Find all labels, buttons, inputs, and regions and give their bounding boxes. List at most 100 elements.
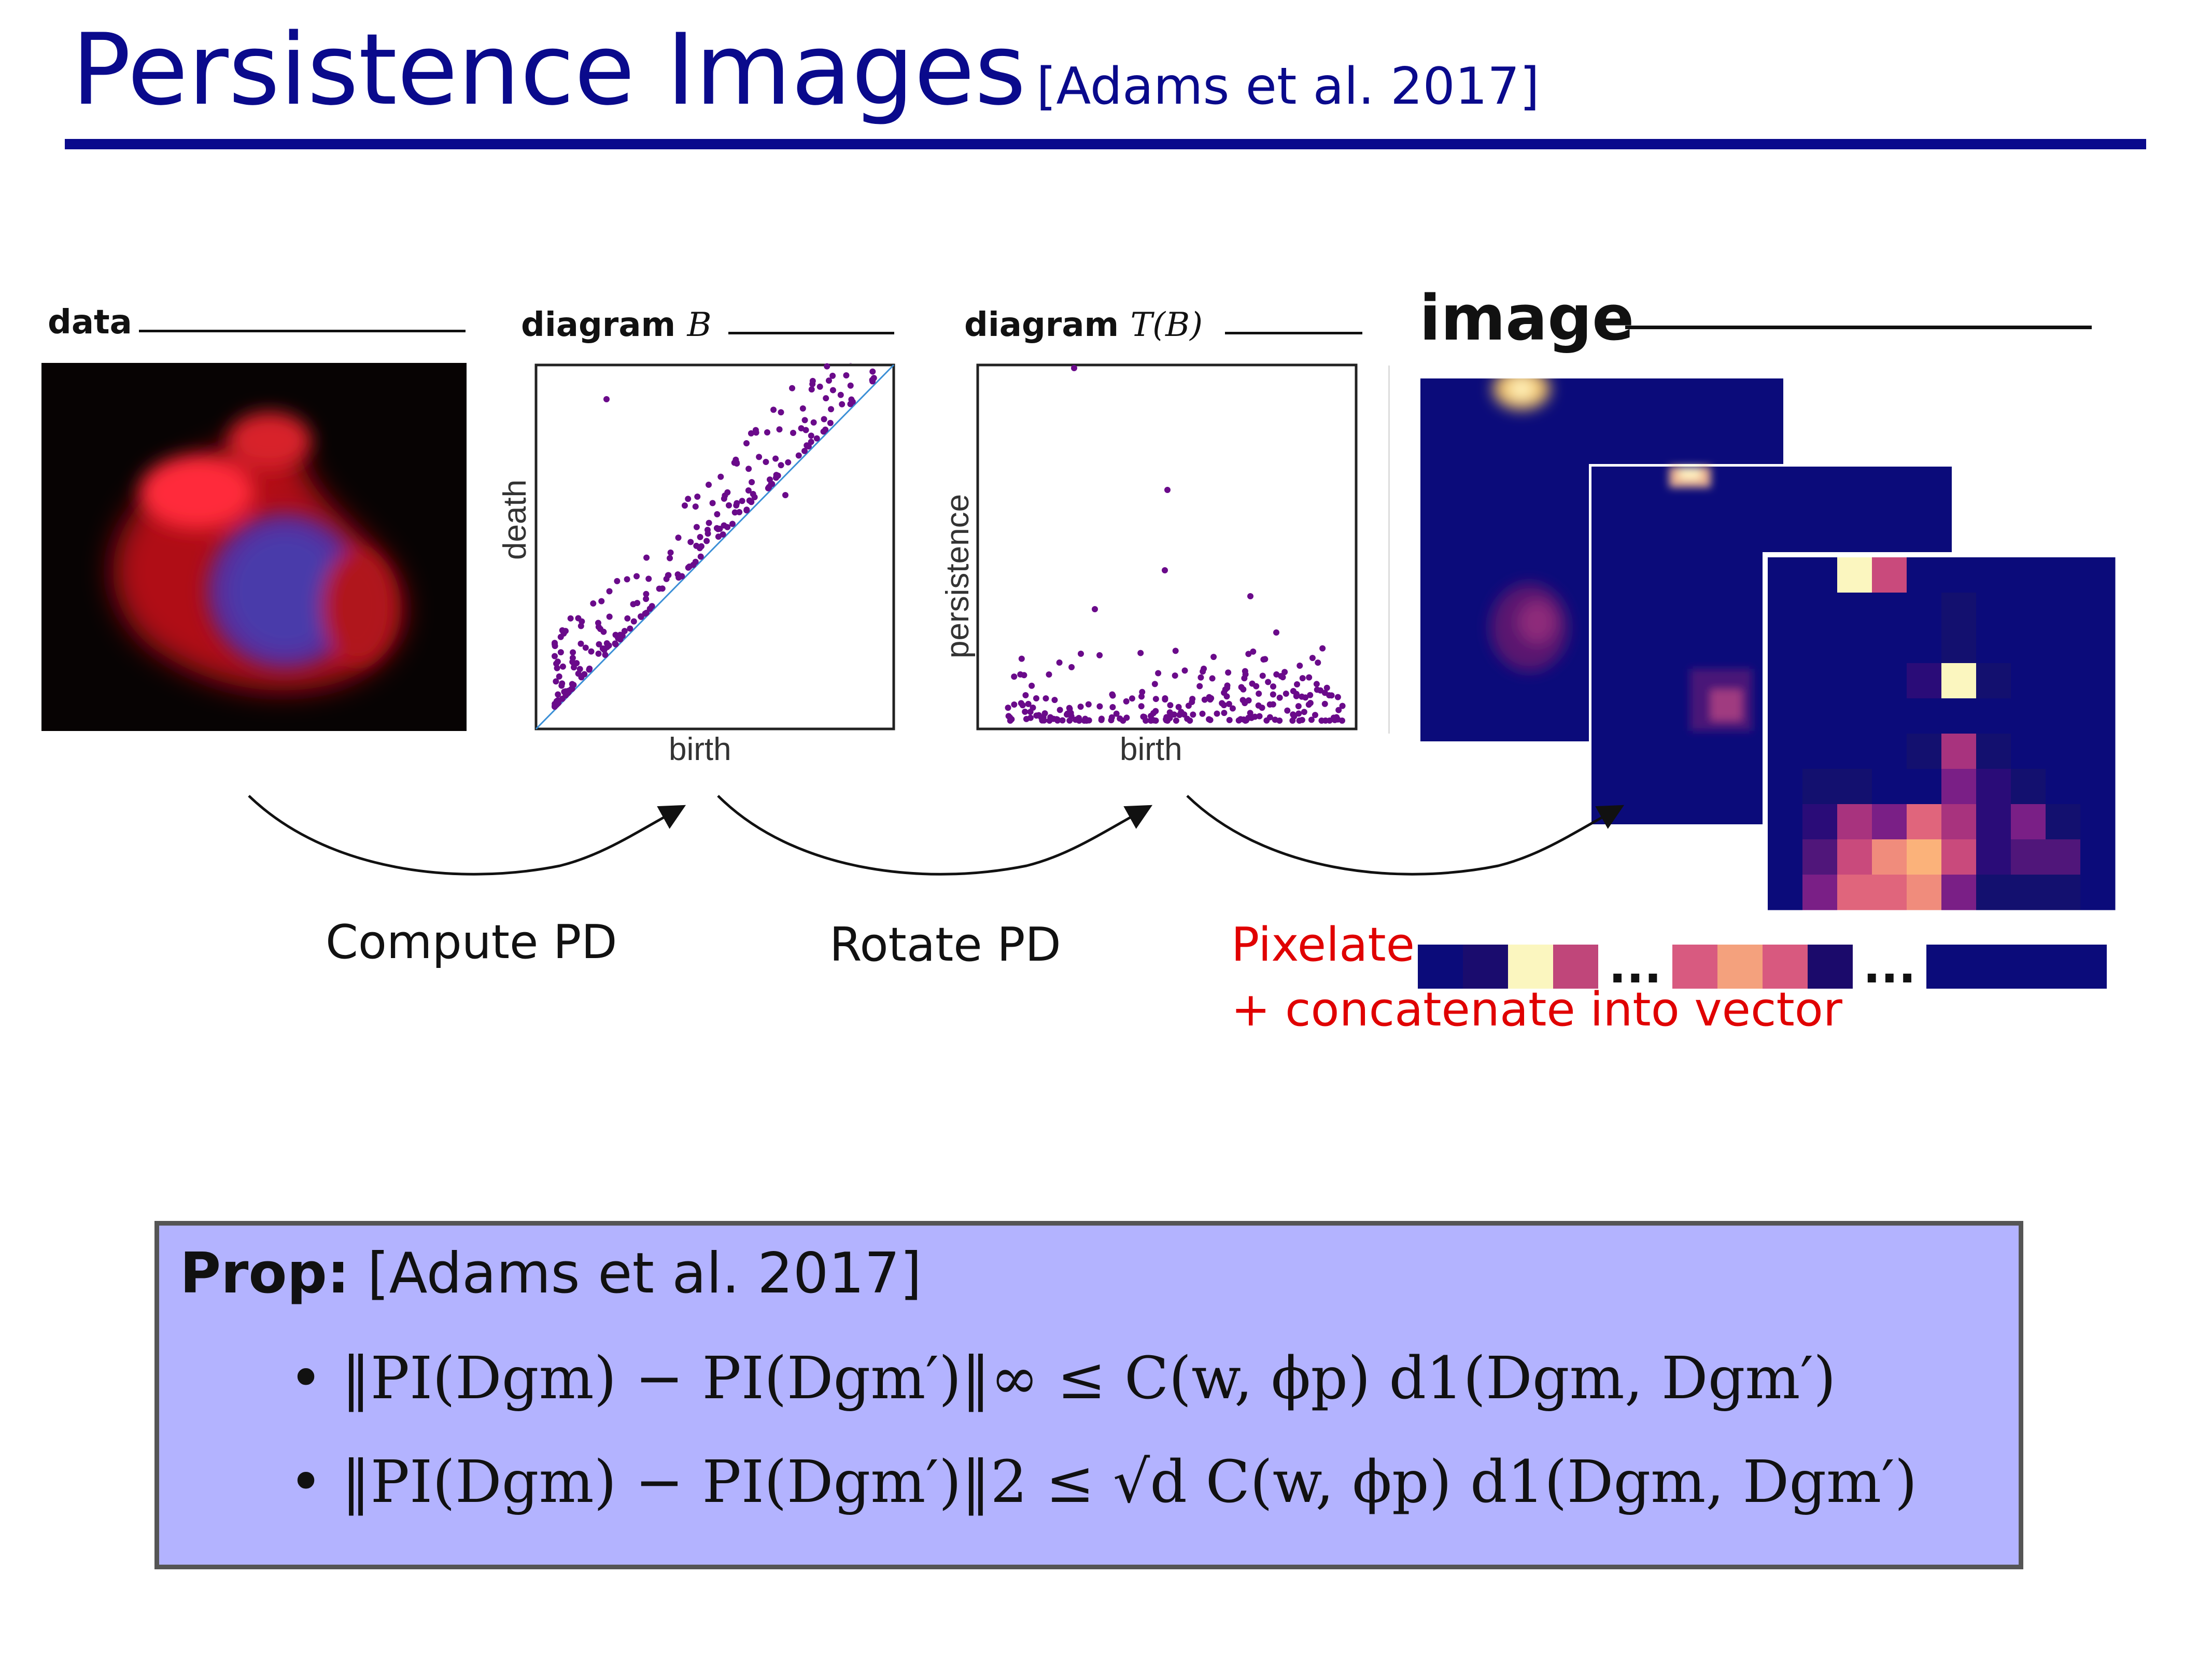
heatmap-pixel	[1837, 804, 1872, 840]
diagram-tb-point	[1256, 713, 1263, 720]
heatmap-pixel	[1837, 557, 1872, 593]
diagram-b-label-text: diagram	[521, 306, 676, 344]
diagram-b-point	[595, 650, 602, 657]
diagram-b-point	[643, 554, 650, 561]
diagram-b-point	[746, 497, 753, 504]
diagram-tb-point	[1166, 715, 1173, 722]
diagram-tb-point	[1308, 716, 1315, 723]
heatmap-pixel	[2046, 839, 2081, 875]
diagram-tb-point	[1295, 703, 1302, 710]
heatmap-pixel	[2080, 593, 2116, 628]
diagram-tb-point	[1077, 651, 1084, 657]
diagram-b-point	[643, 591, 650, 597]
diagram-b-point	[569, 685, 575, 692]
heatmap-pixel	[2080, 839, 2116, 875]
diagram-b-points	[552, 363, 877, 710]
heatmap-pixel	[2080, 557, 2116, 593]
diagram-b-point	[681, 502, 688, 509]
diagram-b-point	[798, 425, 805, 432]
feature-vector: ... ...	[1418, 943, 2107, 990]
diagram-tb-point	[1296, 717, 1303, 724]
diagram-b-point	[667, 549, 674, 556]
diagram-b-point	[557, 634, 564, 640]
diagram-b-point	[697, 533, 703, 540]
heatmap-pixel	[1872, 734, 1907, 769]
diagram-tb-point	[1027, 709, 1034, 715]
diagram-b-point	[764, 429, 770, 436]
bullet-dot: •	[289, 1345, 323, 1412]
diagram-tb-point	[1335, 707, 1342, 713]
diagram-b-point	[586, 665, 593, 672]
diagram-b-point	[829, 372, 836, 379]
heatmap-pixel	[1907, 839, 1942, 875]
diagram-tb-point	[1071, 365, 1077, 371]
diagram-b-point	[606, 588, 613, 595]
diagram-tb-point	[1235, 717, 1242, 724]
diagram-tb-point	[1076, 714, 1082, 721]
diagram-tb-point	[1164, 487, 1171, 493]
heatmap-pixel	[1941, 698, 1977, 734]
diagram-tb-point	[1250, 648, 1257, 655]
heatmap-pixel	[2011, 875, 2046, 910]
diagram-b-point	[706, 482, 712, 488]
heatmap-front	[1768, 557, 2116, 910]
diagram-tb-point	[1077, 704, 1084, 710]
diagram-b-point	[598, 598, 605, 604]
diagram-b-point	[603, 396, 610, 402]
heatmap-pixel	[1768, 698, 1803, 734]
diagram-tb-point	[1046, 717, 1053, 724]
heatmap-pixel	[1837, 628, 1872, 664]
proposition-box: Prop: [Adams et al. 2017] • ‖PI(Dgm) − P…	[154, 1221, 2023, 1569]
vector-cell	[1553, 945, 1598, 989]
diagram-tb-point	[1305, 701, 1312, 708]
diagram-tb-point	[1123, 698, 1130, 705]
diagram-tb-point	[1207, 695, 1214, 702]
prop-citation: [Adams et al. 2017]	[367, 1241, 922, 1306]
heatmap-pixel	[2046, 734, 2081, 769]
heatmap-pixel	[1837, 734, 1872, 769]
heatmap-pixel	[1802, 698, 1838, 734]
diagram-b-point	[716, 525, 723, 532]
heatmap-pixel	[2080, 628, 2116, 664]
heatmap-pixel	[1941, 628, 1977, 664]
diagram-tb-point	[1151, 681, 1158, 687]
diagram-b-point	[692, 503, 699, 510]
heatmap-pixel	[1976, 804, 2011, 840]
diagram-tb-point	[1197, 674, 1204, 681]
diagram-tb-point	[1256, 690, 1262, 697]
diagram-tb-point	[1027, 714, 1034, 721]
diagram-tb-point	[1033, 712, 1040, 719]
persistence-image-stack	[1420, 378, 2120, 915]
diagram-tb-point	[1152, 696, 1159, 702]
diagram-b-point	[745, 487, 752, 494]
diagram-tb-point	[1270, 683, 1277, 690]
diagram-b-point	[552, 653, 558, 659]
diagram-tb-point	[1265, 679, 1272, 685]
heatmap-pixel	[2011, 628, 2046, 664]
diagram-tb-plot	[976, 363, 1358, 730]
diagram-b-point	[601, 646, 608, 653]
diagram-tb-point	[1138, 703, 1145, 710]
title-rule	[65, 139, 2146, 149]
heatmap-pixel	[1872, 769, 1907, 805]
diagram-tb-point	[1143, 717, 1149, 724]
diagram-b-point	[557, 649, 564, 656]
diagram-b-point	[745, 466, 752, 472]
diagram-tb-point	[1066, 706, 1073, 712]
diagram-b-point	[763, 459, 769, 466]
title-citation: [Adams et al. 2017]	[1036, 57, 1540, 116]
diagram-tb-point	[1190, 711, 1196, 718]
diagram-b-point	[642, 610, 649, 617]
diagram-tb-point	[1199, 710, 1206, 717]
heatmap-pixel	[2011, 663, 2046, 699]
diagram-tb-point	[1283, 691, 1289, 697]
step-compute-pd: Compute PD	[326, 915, 617, 969]
diagram-b-point	[828, 406, 835, 413]
diagram-b-point	[552, 701, 559, 708]
diagram-tb-point	[1299, 693, 1305, 700]
heatmap-pixel	[2080, 734, 2116, 769]
diagram-tb-point	[1187, 717, 1193, 724]
diagram-tb-point	[1022, 708, 1028, 715]
heatmap-pixel	[1837, 769, 1872, 805]
diagram-b-point	[559, 627, 566, 634]
